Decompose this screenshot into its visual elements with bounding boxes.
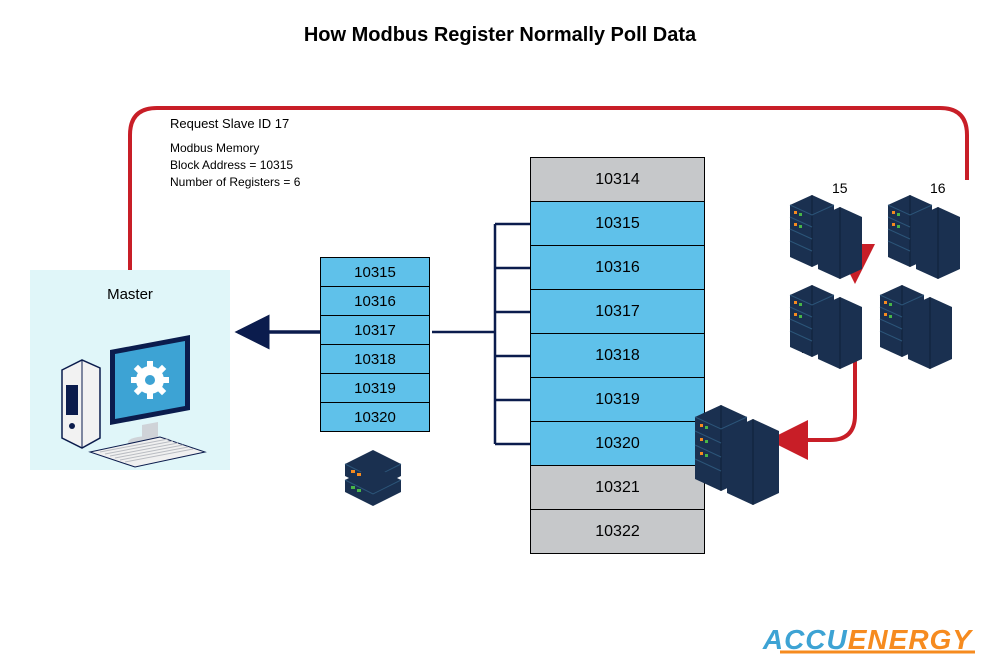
server-15-icon-b: [818, 207, 862, 279]
memory-block-text: Modbus Memory Block Address = 10315 Numb…: [170, 140, 300, 190]
server-15-icon: [790, 195, 834, 267]
logo: ACCUENERGY: [763, 624, 972, 656]
small-reg-3: 10318: [320, 344, 430, 374]
large-register-table: 10314 10315 10316 10317 10318 10319 1032…: [530, 158, 705, 554]
large-reg-8: 10322: [530, 509, 705, 554]
large-reg-5: 10319: [530, 377, 705, 422]
large-reg-2: 10316: [530, 245, 705, 290]
request-label: Request Slave ID 17: [170, 116, 289, 131]
large-reg-3: 10317: [530, 289, 705, 334]
logo-part2: ENERGY: [848, 624, 972, 655]
page-title: How Modbus Register Normally Poll Data: [0, 24, 1000, 47]
small-register-table: 10315 10316 10317 10318 10319 10320: [320, 258, 430, 432]
small-reg-2: 10317: [320, 315, 430, 345]
memory-line3: Number of Registers = 6: [170, 174, 300, 191]
memory-line1: Modbus Memory: [170, 140, 300, 157]
small-device-icon: [345, 450, 401, 506]
large-reg-0: 10314: [530, 157, 705, 202]
server-label-16: 16: [930, 180, 946, 196]
server-label-15: 15: [832, 180, 848, 196]
server-17-icon-b: [818, 297, 862, 369]
server-16-icon: [888, 195, 932, 267]
small-reg-4: 10319: [320, 373, 430, 403]
memory-line2: Block Address = 10315: [170, 157, 300, 174]
small-reg-1: 10316: [320, 286, 430, 316]
large-reg-4: 10318: [530, 333, 705, 378]
small-reg-5: 10320: [320, 402, 430, 432]
large-reg-1: 10315: [530, 201, 705, 246]
master-label: Master: [30, 286, 230, 303]
small-reg-0: 10315: [320, 257, 430, 287]
logo-part1: ACCU: [763, 624, 848, 655]
server-label-18: 18: [927, 340, 943, 356]
master-box: Master: [30, 270, 230, 470]
server-label-17b: 17: [755, 484, 771, 500]
server-label-17: 17: [801, 340, 817, 356]
large-reg-6: 10320: [530, 421, 705, 466]
server-18-icon-b: [908, 297, 952, 369]
server-18-icon: [880, 285, 924, 357]
large-reg-7: 10321: [530, 465, 705, 510]
server-17copy-icon-b: [727, 419, 779, 505]
server-16-icon-b: [916, 207, 960, 279]
